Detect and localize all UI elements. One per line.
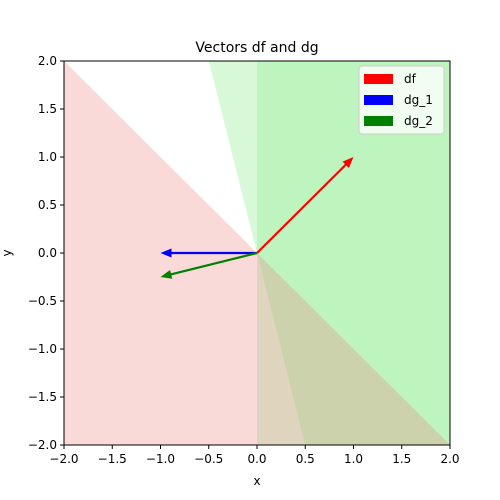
y-tick-label: −0.5: [28, 294, 57, 308]
legend-swatch: [364, 74, 393, 84]
y-tick-label: −1.5: [28, 390, 57, 404]
x-axis-title: x: [253, 474, 260, 488]
y-tick-label: 0.5: [38, 198, 57, 212]
y-tick-label: 0.0: [38, 246, 57, 260]
x-tick-label: 0.0: [247, 452, 266, 466]
chart-title: Vectors df and dg: [195, 40, 318, 56]
y-tick-label: 1.0: [38, 150, 57, 164]
legend-swatch: [364, 95, 393, 105]
x-tick-label: −1.0: [146, 452, 175, 466]
x-tick-label: 2.0: [440, 452, 459, 466]
x-tick-label: 0.5: [296, 452, 315, 466]
x-tick-label: −0.5: [194, 452, 223, 466]
x-tick-label: 1.0: [344, 452, 363, 466]
legend: df dg_1 dg_2: [359, 66, 444, 134]
y-tick-label: −1.0: [28, 342, 57, 356]
legend-item-df: df: [364, 72, 417, 86]
legend-label: dg_2: [404, 114, 433, 128]
y-tick-label: 1.5: [38, 102, 57, 116]
x-tick-label: −2.0: [49, 452, 78, 466]
legend-swatch: [364, 116, 393, 126]
x-tick-label: 1.5: [392, 452, 411, 466]
y-axis-title: y: [0, 249, 14, 256]
x-tick-label: −1.5: [98, 452, 127, 466]
y-tick-label: −2.0: [28, 438, 57, 452]
legend-label: df: [404, 72, 417, 86]
legend-label: dg_1: [404, 93, 433, 107]
y-tick-label: 2.0: [38, 54, 57, 68]
